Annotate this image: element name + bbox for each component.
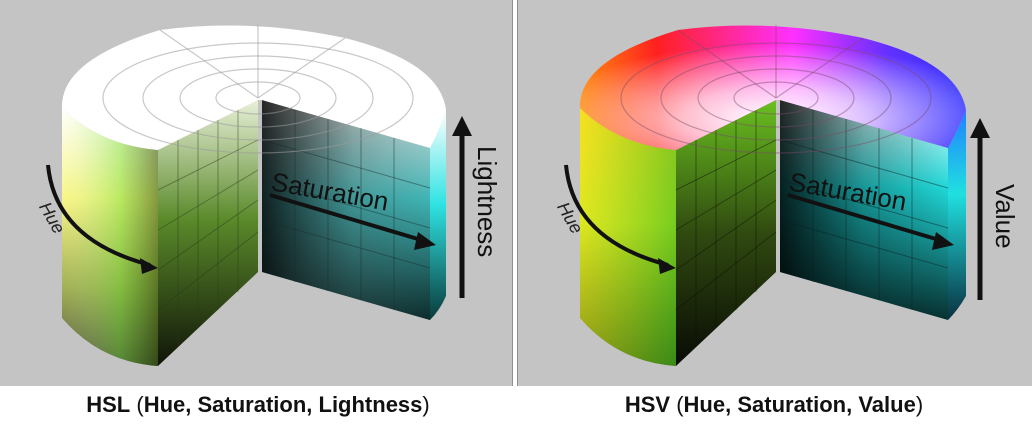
hsv-panel: Hue Saturation Value xyxy=(517,0,1032,386)
hsv-caption-components: Hue, Saturation, Value xyxy=(683,392,916,417)
hsl-lightness-label: Lightness xyxy=(472,146,502,257)
hsl-cylinder-diagram: Hue Saturation Lightness xyxy=(35,25,502,366)
hsv-caption-model: HSV xyxy=(624,392,671,417)
hsv-caption: HSV (Hue, Saturation, Value) xyxy=(624,392,924,417)
hsl-caption: HSL (Hue, Saturation, Lightness) xyxy=(86,392,430,417)
hsl-caption-model: HSL xyxy=(86,392,131,417)
hsl-panel: Hue Saturation Lightness xyxy=(0,0,513,386)
hsv-cylinder-diagram: Hue Saturation Value xyxy=(553,25,1020,366)
hsl-caption-components: Hue, Saturation, Lightness xyxy=(143,392,423,417)
hsv-value-label: Value xyxy=(990,184,1020,249)
